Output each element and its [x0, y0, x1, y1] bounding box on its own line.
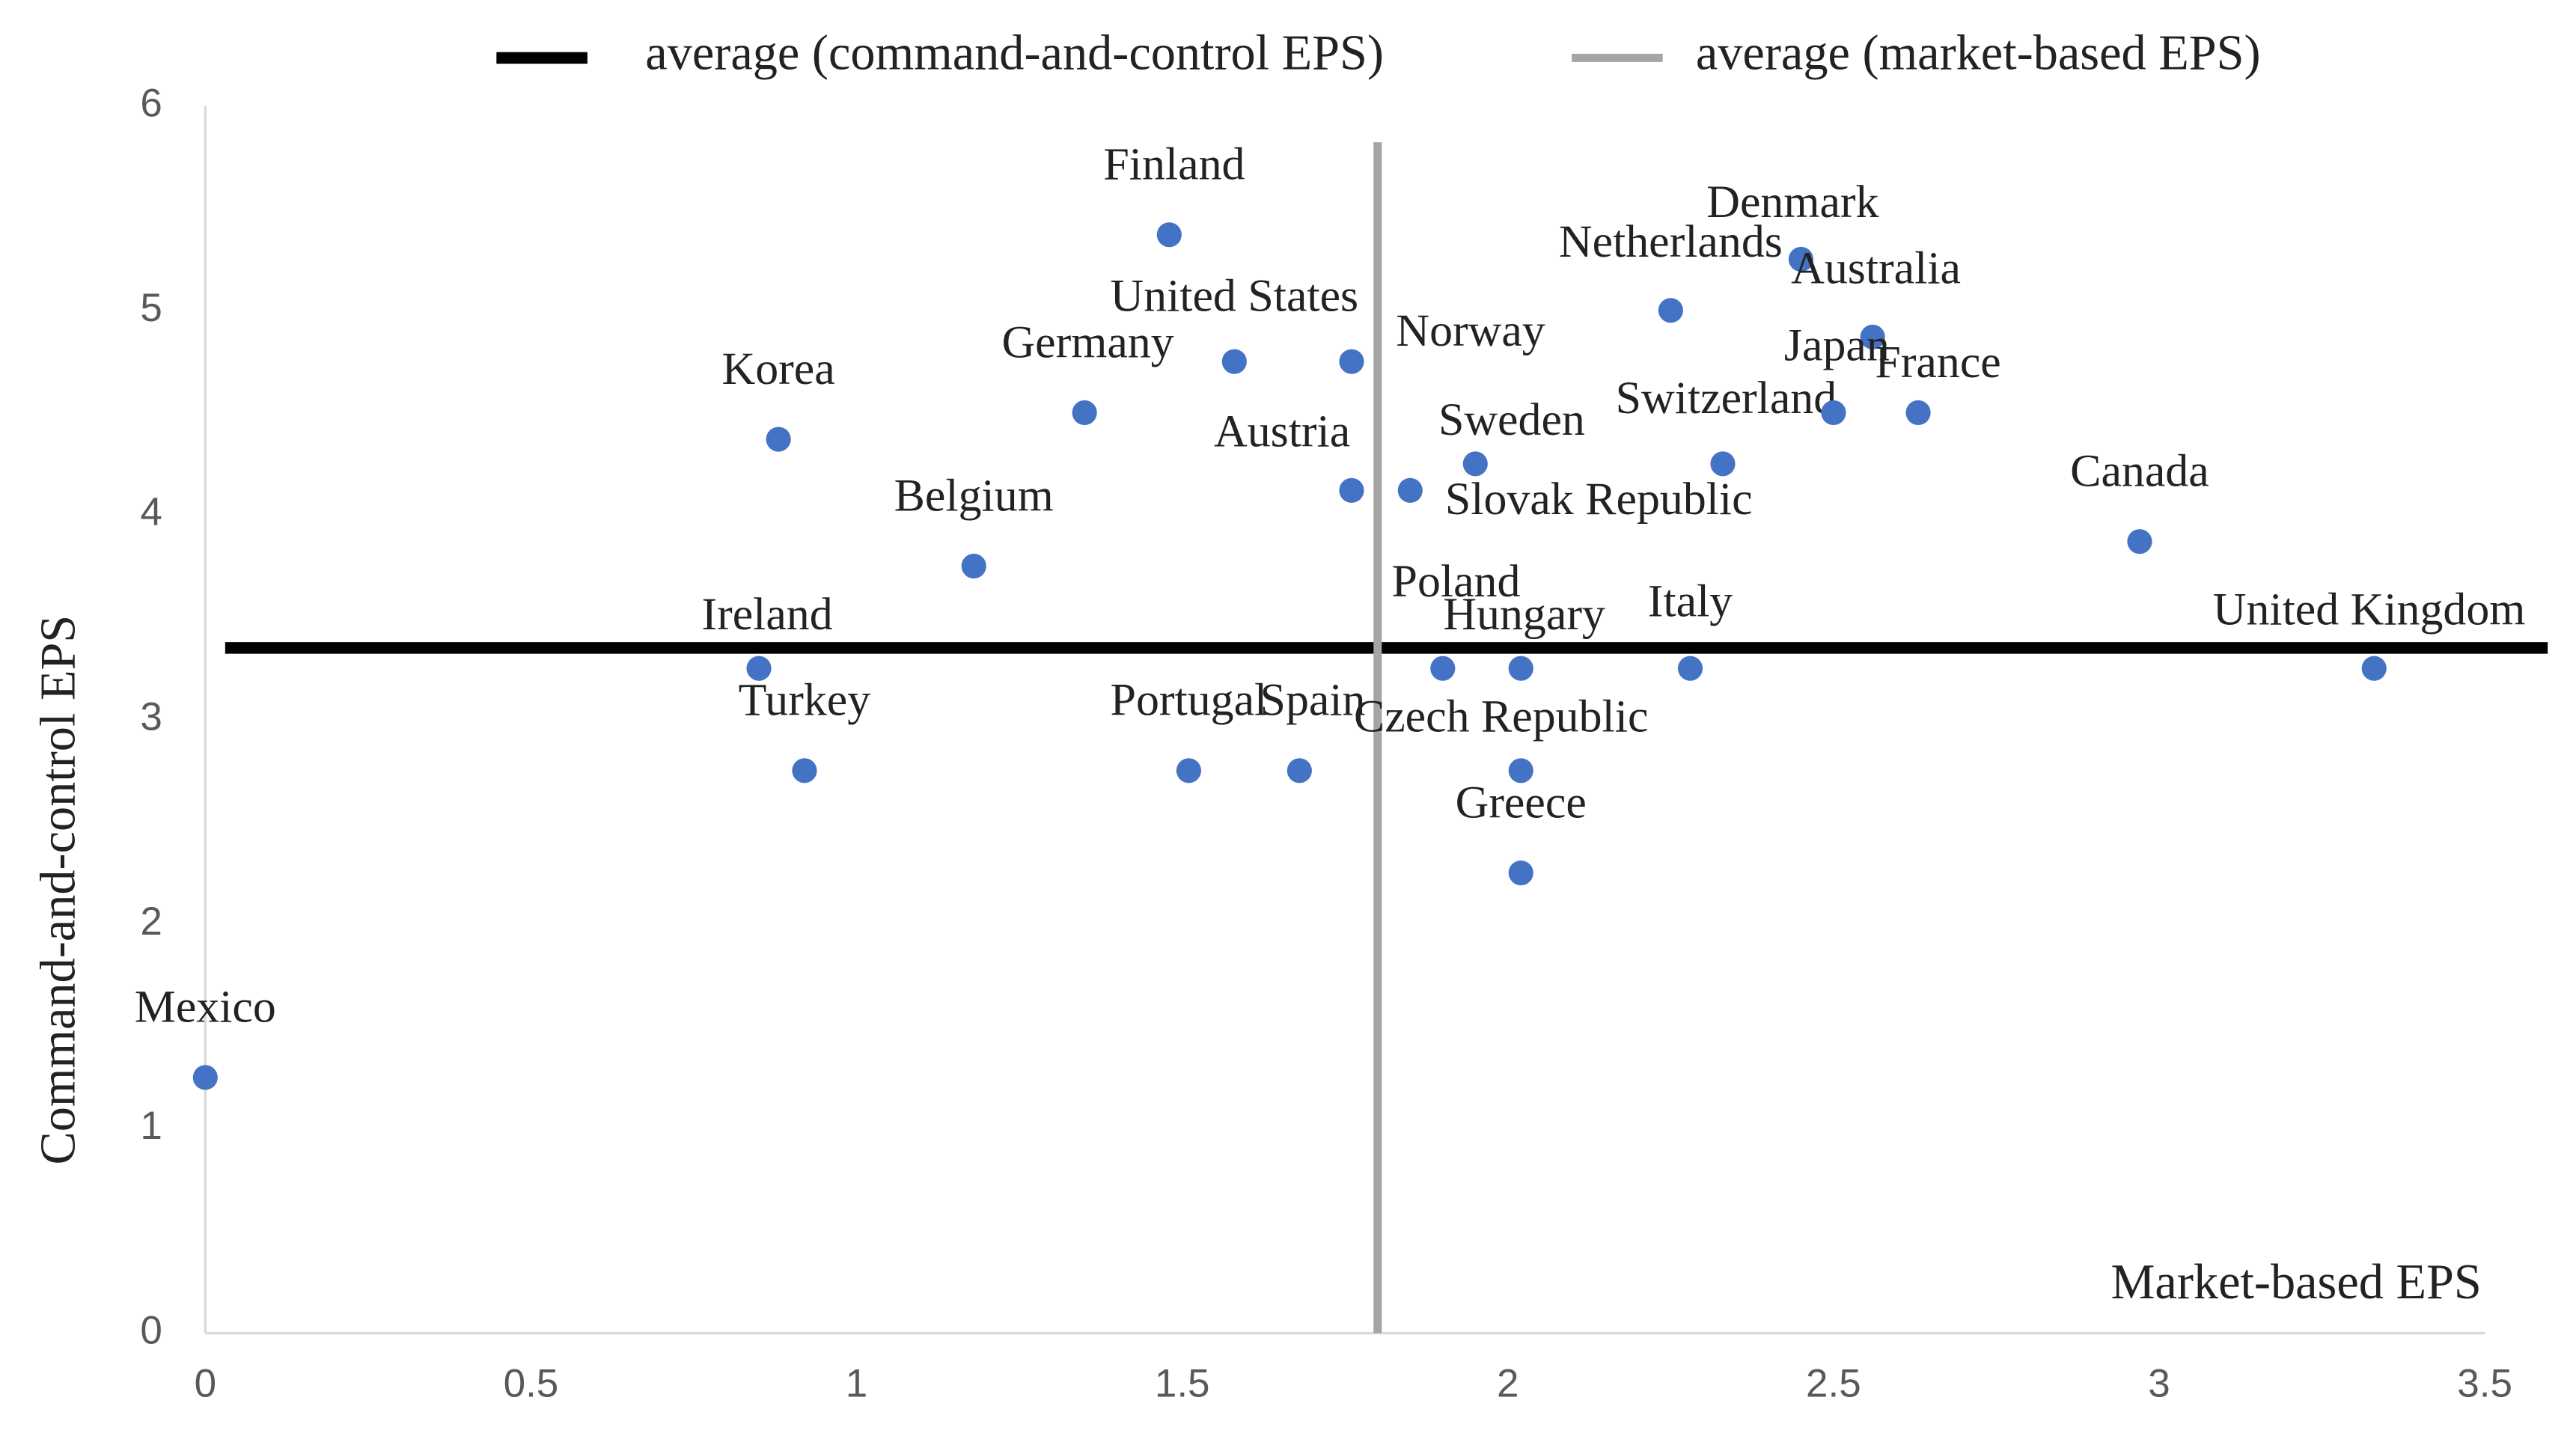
data-point: [1860, 324, 1885, 349]
point-label: Norway: [1396, 305, 1545, 356]
x-tick-label: 3: [2148, 1361, 2170, 1405]
data-point: [1677, 656, 1703, 681]
point-label: Spain: [1260, 675, 1366, 726]
point-label: Turkey: [739, 675, 871, 726]
data-point: [192, 1065, 218, 1090]
y-tick-label: 0: [140, 1309, 162, 1353]
point-label: Canada: [2070, 445, 2209, 496]
point-label: France: [1875, 337, 2000, 388]
data-point: [746, 656, 772, 681]
data-point: [1462, 451, 1488, 477]
point-label: Slovak Republic: [1445, 474, 1753, 525]
point-label: Australia: [1791, 242, 1961, 293]
data-point: [1072, 400, 1097, 426]
point-label: Greece: [1456, 777, 1587, 828]
point-label: United Kingdom: [2213, 584, 2526, 635]
x-tick-label: 3.5: [2457, 1361, 2512, 1405]
data-point: [1658, 298, 1683, 323]
data-point: [1508, 758, 1533, 783]
data-point: [2127, 529, 2152, 554]
point-label: Netherlands: [1559, 216, 1783, 267]
point-label: Sweden: [1438, 394, 1585, 445]
data-point: [2361, 656, 2387, 681]
data-point: [1430, 656, 1456, 681]
data-point: [1339, 477, 1364, 503]
point-label: Japan: [1784, 320, 1890, 371]
data-point: [1710, 451, 1736, 477]
data-point: [1221, 349, 1247, 374]
x-tick-label: 0.5: [504, 1361, 559, 1405]
point-label: United States: [1110, 271, 1358, 322]
x-tick-label: 2: [1497, 1361, 1519, 1405]
y-tick-label: 5: [140, 286, 162, 330]
point-label: Korea: [722, 343, 835, 394]
data-point: [1905, 400, 1931, 426]
x-tick-label: 2.5: [1806, 1361, 1861, 1405]
data-point: [1508, 656, 1533, 681]
point-label: Mexico: [135, 982, 276, 1033]
point-label: Poland: [1392, 556, 1521, 607]
y-tick-label: 6: [140, 81, 162, 125]
y-tick-label: 3: [140, 695, 162, 739]
y-tick-label: 2: [140, 899, 162, 944]
point-label: Hungary: [1443, 589, 1605, 640]
x-tick-label: 0: [195, 1361, 216, 1405]
point-label: Switzerland: [1616, 373, 1837, 424]
data-point: [1508, 860, 1533, 886]
data-point: [1397, 477, 1423, 503]
data-point: [961, 553, 986, 579]
x-tick-label: 1.5: [1155, 1361, 1210, 1405]
point-label: Belgium: [894, 470, 1054, 521]
legend-label: average (command-and-control EPS): [645, 26, 1384, 81]
point-label: Italy: [1648, 575, 1733, 626]
point-label: Czech Republic: [1354, 691, 1648, 742]
data-point: [1287, 758, 1312, 783]
y-tick-label: 4: [140, 490, 162, 534]
point-label: Denmark: [1706, 177, 1878, 227]
data-point: [792, 758, 817, 783]
y-tick-label: 1: [140, 1104, 162, 1148]
point-label: Austria: [1214, 406, 1350, 457]
point-label: Germany: [1001, 317, 1173, 367]
data-point: [1176, 758, 1201, 783]
legend-label: average (market-based EPS): [1696, 26, 2261, 81]
data-point: [1339, 349, 1364, 374]
data-point: [766, 427, 791, 452]
point-label: Ireland: [701, 589, 832, 640]
y-axis-title: Command-and-control EPS: [31, 615, 85, 1165]
data-point: [1821, 400, 1846, 426]
x-tick-label: 1: [846, 1361, 868, 1405]
data-point: [1788, 246, 1814, 272]
x-axis-title: Market-based EPS: [2110, 1255, 2481, 1310]
point-label: Portugal: [1111, 675, 1268, 726]
data-point: [1156, 222, 1182, 248]
point-label: Finland: [1103, 138, 1245, 189]
